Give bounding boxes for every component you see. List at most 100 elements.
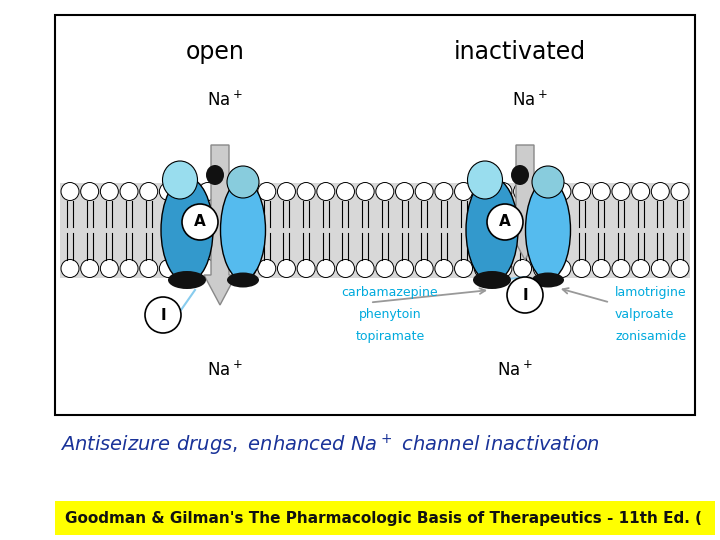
Circle shape xyxy=(258,183,276,200)
Circle shape xyxy=(593,260,611,278)
Circle shape xyxy=(395,260,413,278)
Circle shape xyxy=(534,183,552,200)
Ellipse shape xyxy=(473,271,511,289)
Circle shape xyxy=(553,260,571,278)
Circle shape xyxy=(376,183,394,200)
Circle shape xyxy=(572,260,590,278)
Circle shape xyxy=(182,204,218,240)
Circle shape xyxy=(297,183,315,200)
Circle shape xyxy=(454,183,472,200)
Circle shape xyxy=(572,183,590,200)
Text: A: A xyxy=(194,214,206,230)
Ellipse shape xyxy=(168,271,206,289)
Circle shape xyxy=(671,260,689,278)
Text: $\it{Antiseizure\ drugs,\ enhanced\ }$$\it{Na}^+$$\it{\ channel\ inactivation}$: $\it{Antiseizure\ drugs,\ enhanced\ }$$\… xyxy=(60,433,600,458)
Circle shape xyxy=(258,260,276,278)
Circle shape xyxy=(652,183,670,200)
Text: I: I xyxy=(522,287,528,302)
Circle shape xyxy=(356,183,374,200)
Ellipse shape xyxy=(220,180,266,280)
Ellipse shape xyxy=(161,178,213,282)
Circle shape xyxy=(145,297,181,333)
Ellipse shape xyxy=(206,165,224,185)
Text: I: I xyxy=(160,307,166,322)
Text: Na$^+$: Na$^+$ xyxy=(207,90,243,109)
Circle shape xyxy=(199,260,217,278)
Text: Na$^+$: Na$^+$ xyxy=(512,90,548,109)
Circle shape xyxy=(435,260,453,278)
Ellipse shape xyxy=(227,273,259,287)
Circle shape xyxy=(218,260,236,278)
Circle shape xyxy=(140,260,158,278)
Circle shape xyxy=(336,260,354,278)
Polygon shape xyxy=(204,145,236,305)
Text: Goodman & Gilman's The Pharmacologic Basis of Therapeutics - 11th Ed. (: Goodman & Gilman's The Pharmacologic Bas… xyxy=(65,510,702,525)
Circle shape xyxy=(507,277,543,313)
Text: lamotrigine: lamotrigine xyxy=(615,286,687,299)
Circle shape xyxy=(120,183,138,200)
Circle shape xyxy=(317,183,335,200)
Text: inactivated: inactivated xyxy=(454,40,586,64)
Bar xyxy=(60,183,690,278)
Ellipse shape xyxy=(227,166,259,198)
Text: carbamazepine: carbamazepine xyxy=(342,286,438,299)
Circle shape xyxy=(317,260,335,278)
Circle shape xyxy=(487,204,523,240)
Text: A: A xyxy=(499,214,511,230)
Circle shape xyxy=(593,183,611,200)
Circle shape xyxy=(356,260,374,278)
Circle shape xyxy=(179,260,197,278)
Circle shape xyxy=(277,183,295,200)
Circle shape xyxy=(415,260,433,278)
Circle shape xyxy=(631,183,649,200)
Circle shape xyxy=(553,183,571,200)
Circle shape xyxy=(631,260,649,278)
Text: open: open xyxy=(186,40,244,64)
Circle shape xyxy=(238,260,256,278)
Circle shape xyxy=(179,183,197,200)
Circle shape xyxy=(100,183,118,200)
Ellipse shape xyxy=(532,273,564,287)
Circle shape xyxy=(61,183,79,200)
Circle shape xyxy=(671,183,689,200)
Circle shape xyxy=(454,260,472,278)
Ellipse shape xyxy=(163,161,197,199)
Circle shape xyxy=(61,260,79,278)
Text: Na$^+$: Na$^+$ xyxy=(207,360,243,380)
Circle shape xyxy=(612,183,630,200)
Circle shape xyxy=(81,183,99,200)
Circle shape xyxy=(513,183,531,200)
Circle shape xyxy=(336,183,354,200)
Ellipse shape xyxy=(532,166,564,198)
Circle shape xyxy=(435,183,453,200)
Circle shape xyxy=(395,183,413,200)
Circle shape xyxy=(159,260,177,278)
Circle shape xyxy=(81,260,99,278)
Circle shape xyxy=(140,183,158,200)
Ellipse shape xyxy=(466,178,518,282)
Ellipse shape xyxy=(511,165,529,185)
Circle shape xyxy=(277,260,295,278)
Circle shape xyxy=(100,260,118,278)
Circle shape xyxy=(474,183,492,200)
Circle shape xyxy=(199,183,217,200)
Circle shape xyxy=(159,183,177,200)
Text: zonisamide: zonisamide xyxy=(615,330,686,343)
Circle shape xyxy=(297,260,315,278)
Circle shape xyxy=(494,183,512,200)
Circle shape xyxy=(376,260,394,278)
Circle shape xyxy=(534,260,552,278)
Circle shape xyxy=(218,183,236,200)
Bar xyxy=(55,15,695,415)
Circle shape xyxy=(474,260,492,278)
Circle shape xyxy=(415,183,433,200)
Ellipse shape xyxy=(526,180,570,280)
Polygon shape xyxy=(509,145,541,260)
Circle shape xyxy=(238,183,256,200)
Circle shape xyxy=(652,260,670,278)
Text: phenytoin: phenytoin xyxy=(359,308,421,321)
Circle shape xyxy=(612,260,630,278)
Circle shape xyxy=(494,260,512,278)
Text: topiramate: topiramate xyxy=(356,330,425,343)
Circle shape xyxy=(513,260,531,278)
